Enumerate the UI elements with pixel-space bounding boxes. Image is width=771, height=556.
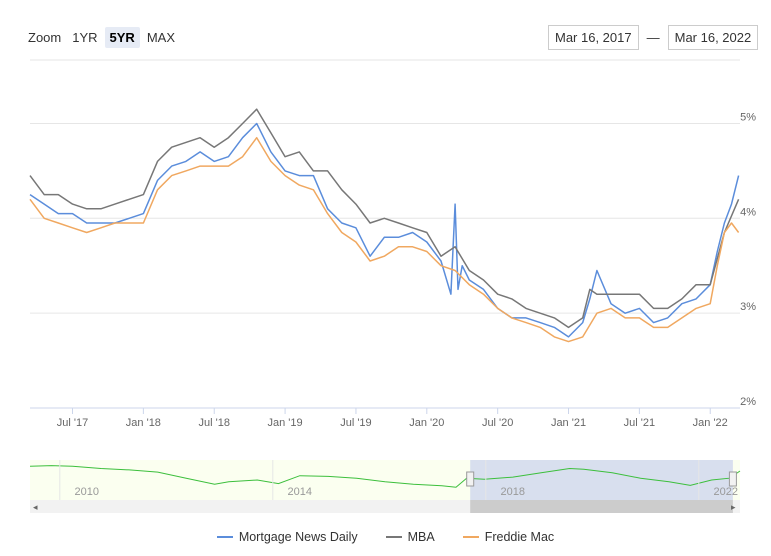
x-tick-label: Jan '20 <box>409 417 444 429</box>
zoom-label: Zoom <box>28 29 62 45</box>
series-mba <box>29 108 740 329</box>
x-tick-label: Jul '20 <box>482 417 513 429</box>
x-tick-label: Jul '19 <box>340 417 371 429</box>
y-axis: 2% 3% 4% 5% <box>740 111 756 408</box>
series-mortgage-news-daily <box>29 122 740 338</box>
navigator-label: 2010 <box>75 486 99 498</box>
date-range: Mar 16, 2017 — Mar 16, 2022 <box>548 25 759 50</box>
series-lines <box>29 108 740 343</box>
y-tick-label: 4% <box>740 206 756 218</box>
y-tick-label: 2% <box>740 396 756 408</box>
navigator-left-handle[interactable] <box>466 471 475 487</box>
navigator[interactable]: 2010 2014 2018 2022 ◂ ▸ <box>0 458 771 518</box>
x-tick-label: Jan '19 <box>268 417 303 429</box>
legend-swatch <box>462 536 479 538</box>
y-tick-label: 5% <box>740 111 756 123</box>
legend-item-mortgage-news-daily[interactable]: Mortgage News Daily <box>216 530 358 544</box>
zoom-5yr-button[interactable]: 5YR <box>104 26 140 48</box>
x-tick-label: Jan '18 <box>126 417 161 429</box>
legend-label: Mortgage News Daily <box>238 530 358 544</box>
navigator-series-line <box>29 465 741 488</box>
x-tick-label: Jul '21 <box>624 417 655 429</box>
navigator-selection[interactable] <box>470 460 733 500</box>
range-from-input[interactable]: Mar 16, 2017 <box>548 25 639 50</box>
scroll-right-arrow[interactable]: ▸ <box>731 502 736 512</box>
navigator-label: 2018 <box>501 486 525 498</box>
scrollbar-thumb[interactable] <box>470 500 733 513</box>
x-tick-label: Jul '17 <box>57 417 88 429</box>
y-tick-label: 3% <box>740 301 756 313</box>
x-tick-label: Jan '22 <box>693 417 728 429</box>
zoom-max-button[interactable]: MAX <box>146 29 175 45</box>
x-tick-label: Jul '18 <box>199 417 230 429</box>
zoom-1yr-button[interactable]: 1YR <box>72 29 98 45</box>
legend-item-mba[interactable]: MBA <box>385 530 435 544</box>
gridlines <box>30 122 740 409</box>
series-freddie-mac <box>29 136 740 343</box>
legend-item-freddie-mac[interactable]: Freddie Mac <box>462 530 555 544</box>
legend: Mortgage News Daily MBA Freddie Mac <box>0 530 771 544</box>
scroll-left-arrow[interactable]: ◂ <box>33 502 38 512</box>
range-to-input[interactable]: Mar 16, 2022 <box>667 25 759 50</box>
navigator-right-handle[interactable] <box>728 471 737 487</box>
x-tick-label: Jan '21 <box>551 417 586 429</box>
legend-swatch <box>385 536 402 538</box>
legend-label: MBA <box>407 530 435 544</box>
zoom-control: Zoom 1YR 5YR MAX <box>28 26 182 48</box>
line-chart: 2%3%4%5% Jul '17 Jan '18 Jul '18 Jan '19 Jul… <box>29 59 756 429</box>
navigator-label: 2014 <box>288 486 312 498</box>
range-separator: — <box>646 30 660 45</box>
legend-swatch <box>216 536 233 538</box>
legend-label: Freddie Mac <box>484 530 555 544</box>
navigator-label: 2022 <box>714 486 738 498</box>
x-axis: Jul '17 Jan '18 Jul '18 Jan '19 Jul '19 Jan '… <box>30 407 740 429</box>
navigator-labels: 2010 2014 2018 2022 <box>59 460 738 500</box>
